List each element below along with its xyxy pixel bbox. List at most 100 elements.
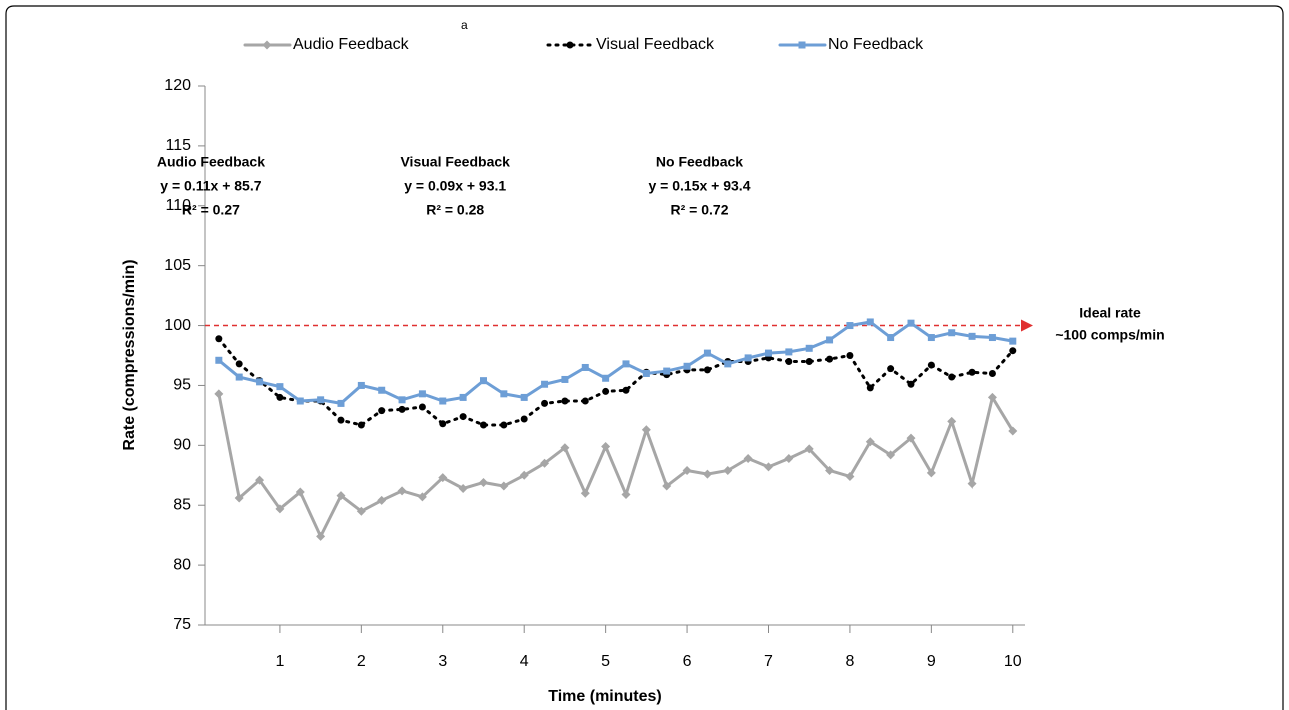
point — [886, 450, 896, 460]
point — [500, 390, 508, 398]
annotation: y = 0.09x + 93.1 — [404, 178, 506, 194]
y-tick-label: 110 — [165, 197, 191, 214]
point — [948, 373, 956, 381]
point — [785, 348, 793, 356]
point — [418, 403, 426, 411]
point — [785, 357, 793, 365]
x-tick-label: 2 — [357, 653, 366, 670]
point — [682, 465, 692, 475]
point — [519, 470, 529, 480]
point — [703, 366, 711, 374]
point — [276, 393, 284, 401]
annotation: R² = 0.72 — [671, 202, 729, 218]
x-tick-label: 6 — [683, 653, 692, 670]
point — [499, 481, 509, 491]
point — [703, 349, 711, 357]
point — [276, 383, 284, 391]
point — [866, 384, 874, 392]
point — [601, 442, 611, 452]
point — [723, 465, 733, 475]
point — [561, 397, 569, 405]
point — [622, 386, 630, 394]
legend-item: Visual Feedback — [546, 36, 715, 53]
legend-marker — [262, 40, 272, 50]
point — [846, 322, 854, 330]
point — [805, 344, 813, 352]
note-label: a — [461, 18, 468, 32]
y-tick-label: 120 — [164, 77, 191, 94]
point — [214, 389, 224, 399]
legend-label: No Feedback — [828, 36, 924, 53]
point — [865, 437, 875, 447]
series-line — [217, 337, 1015, 427]
point — [377, 495, 387, 505]
point — [235, 373, 243, 381]
series-line — [217, 320, 1015, 406]
point — [378, 407, 386, 415]
point — [520, 415, 528, 423]
x-tick-label: 5 — [601, 653, 610, 670]
y-tick-label: 75 — [173, 616, 191, 633]
point — [296, 397, 304, 405]
point — [540, 458, 550, 468]
point — [581, 397, 589, 405]
point — [357, 421, 365, 429]
point — [662, 481, 672, 491]
point — [439, 420, 447, 428]
point — [927, 361, 935, 369]
legend-marker — [798, 41, 806, 49]
reference-label: ~100 comps/min — [1055, 326, 1164, 342]
annotation: R² = 0.28 — [426, 202, 484, 218]
point — [561, 375, 569, 383]
point — [439, 397, 447, 405]
point — [235, 360, 243, 368]
point — [541, 399, 549, 407]
legend-label: Visual Feedback — [596, 36, 715, 53]
annotation: y = 0.15x + 93.4 — [649, 178, 751, 194]
y-tick-label: 95 — [173, 377, 191, 394]
point — [743, 454, 753, 464]
y-tick-label: 90 — [173, 437, 191, 454]
x-tick-label: 4 — [520, 653, 529, 670]
reference-label: Ideal rate — [1079, 304, 1141, 320]
point — [602, 374, 610, 382]
point — [642, 369, 650, 377]
point — [438, 473, 448, 483]
point — [887, 334, 895, 342]
point — [845, 471, 855, 481]
point — [826, 336, 834, 344]
point — [458, 483, 468, 493]
point — [316, 531, 326, 541]
point — [764, 349, 772, 357]
point — [398, 396, 406, 404]
point — [887, 365, 895, 373]
point — [906, 433, 916, 443]
point — [744, 354, 752, 362]
y-tick-label: 80 — [173, 556, 191, 573]
point — [500, 421, 508, 429]
x-tick-label: 7 — [764, 653, 773, 670]
point — [846, 352, 854, 359]
point — [763, 462, 773, 472]
point — [459, 393, 467, 401]
x-tick-label: 8 — [845, 653, 854, 670]
point — [417, 492, 427, 502]
point — [1008, 426, 1018, 436]
point — [948, 329, 956, 337]
annotation: Audio Feedback — [157, 154, 265, 170]
point — [621, 489, 631, 499]
point — [967, 479, 977, 489]
annotation: No Feedback — [656, 154, 743, 170]
point — [356, 506, 366, 516]
point — [641, 425, 651, 435]
point — [602, 387, 610, 395]
point — [397, 486, 407, 496]
point — [255, 475, 265, 485]
y-tick-label: 105 — [164, 257, 191, 274]
point — [805, 357, 813, 365]
point — [357, 381, 365, 389]
point — [295, 487, 305, 497]
point — [256, 378, 264, 386]
y-axis-title: Rate (compressions/min) — [121, 259, 138, 450]
point — [215, 335, 223, 343]
